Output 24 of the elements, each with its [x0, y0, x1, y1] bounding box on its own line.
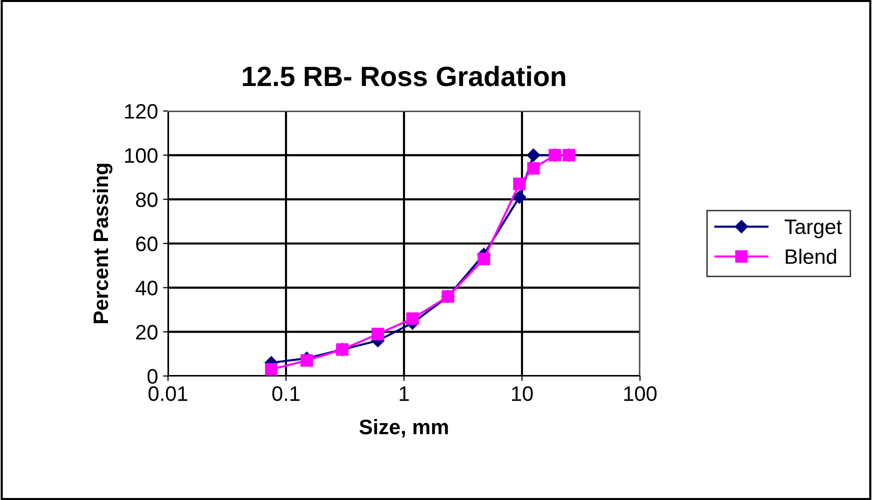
x-tick-label: 0.1: [272, 386, 300, 402]
y-tick-label: 0: [148, 369, 158, 384]
point: [513, 178, 526, 190]
point: [372, 328, 384, 340]
y-tick-label: 20: [136, 324, 158, 340]
chart-title: 12.5 RB- Ross Gradation: [242, 66, 566, 86]
y-tick-label: 40: [136, 280, 158, 296]
x-tick-label: 100: [624, 386, 657, 402]
point: [478, 252, 490, 266]
y-axis-title: Percent Passing: [92, 164, 112, 324]
point: [265, 363, 278, 376]
y-tick-label: 80: [136, 192, 158, 208]
point: [300, 354, 314, 367]
x-tick-label: 10: [512, 386, 533, 402]
y-tick-label: 100: [125, 148, 158, 163]
x-tick-label: 0.01: [148, 386, 188, 402]
x-axis-title: Size, mm: [359, 419, 448, 438]
y-tick-label: 120: [125, 104, 158, 119]
point: [406, 312, 419, 325]
legend-label: Target: [784, 220, 842, 238]
legend-label: Blend: [786, 248, 836, 264]
point: [512, 190, 526, 204]
y-tick-label: 60: [136, 236, 158, 252]
x-tick-label: 1: [400, 386, 409, 401]
